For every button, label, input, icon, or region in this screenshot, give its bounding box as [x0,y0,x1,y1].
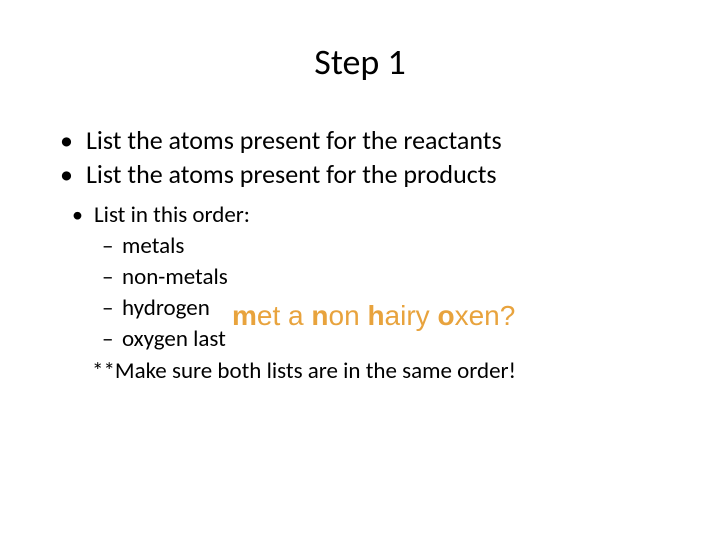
bullet-reactants: List the atoms present for the reactants [60,124,680,158]
mnemonic-phrase: met a non hairy oxen? [232,300,515,332]
mnemonic-t3: airy [385,300,438,331]
mnemonic-t4: xen? [455,300,516,331]
bullet-order-intro: List in this order: [72,200,680,231]
slide-container: Step 1 List the atoms present for the re… [0,0,720,540]
order-note: **Make sure both lists are in the same o… [40,357,680,385]
bullet-metals: metals [102,231,680,262]
mnemonic-o: o [437,300,454,331]
mnemonic-t1: et a [257,300,311,331]
bullet-nonmetals: non-metals [102,262,680,293]
bullet-list-level1: List the atoms present for the reactants… [40,124,680,192]
mnemonic-m: m [232,300,257,331]
mnemonic-t2: on [329,300,368,331]
bullet-list-level3: metals non-metals hydrogen oxygen last [72,231,680,355]
slide-title: Step 1 [40,40,680,84]
sublist-wrapper: metals non-metals hydrogen oxygen last [72,231,680,355]
mnemonic-n: n [311,300,328,331]
bullet-products: List the atoms present for the products [60,158,680,192]
mnemonic-h: h [367,300,384,331]
